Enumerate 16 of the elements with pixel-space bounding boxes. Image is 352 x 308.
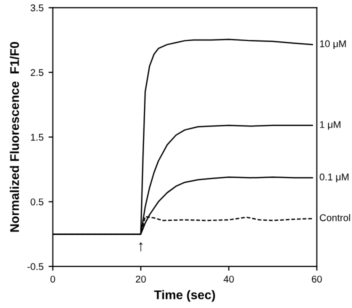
x-tick-label: 40 bbox=[224, 276, 234, 283]
y-tick-label: 0.5 bbox=[30, 198, 44, 206]
series-label: 10 μM bbox=[320, 40, 346, 49]
x-tick-label: 0 bbox=[50, 276, 56, 283]
x-tick-label: 60 bbox=[312, 276, 322, 283]
x-axis-title: Time (sec) bbox=[154, 290, 215, 302]
series-label: Control bbox=[320, 214, 350, 222]
y-tick-label: 2.5 bbox=[30, 69, 44, 76]
y-tick-label: 3.5 bbox=[30, 4, 44, 12]
y-tick-label: 1.5 bbox=[31, 134, 44, 141]
x-tick-label: 20 bbox=[136, 276, 146, 283]
series-label: 1 μM bbox=[320, 121, 340, 130]
annotation: ↑ bbox=[139, 242, 143, 252]
y-tick-label: -0.5 bbox=[27, 263, 44, 270]
y-axis-title: Normalized Fluorescence F1/F0 bbox=[10, 42, 20, 232]
series-label: 0.1 μM bbox=[320, 174, 348, 182]
